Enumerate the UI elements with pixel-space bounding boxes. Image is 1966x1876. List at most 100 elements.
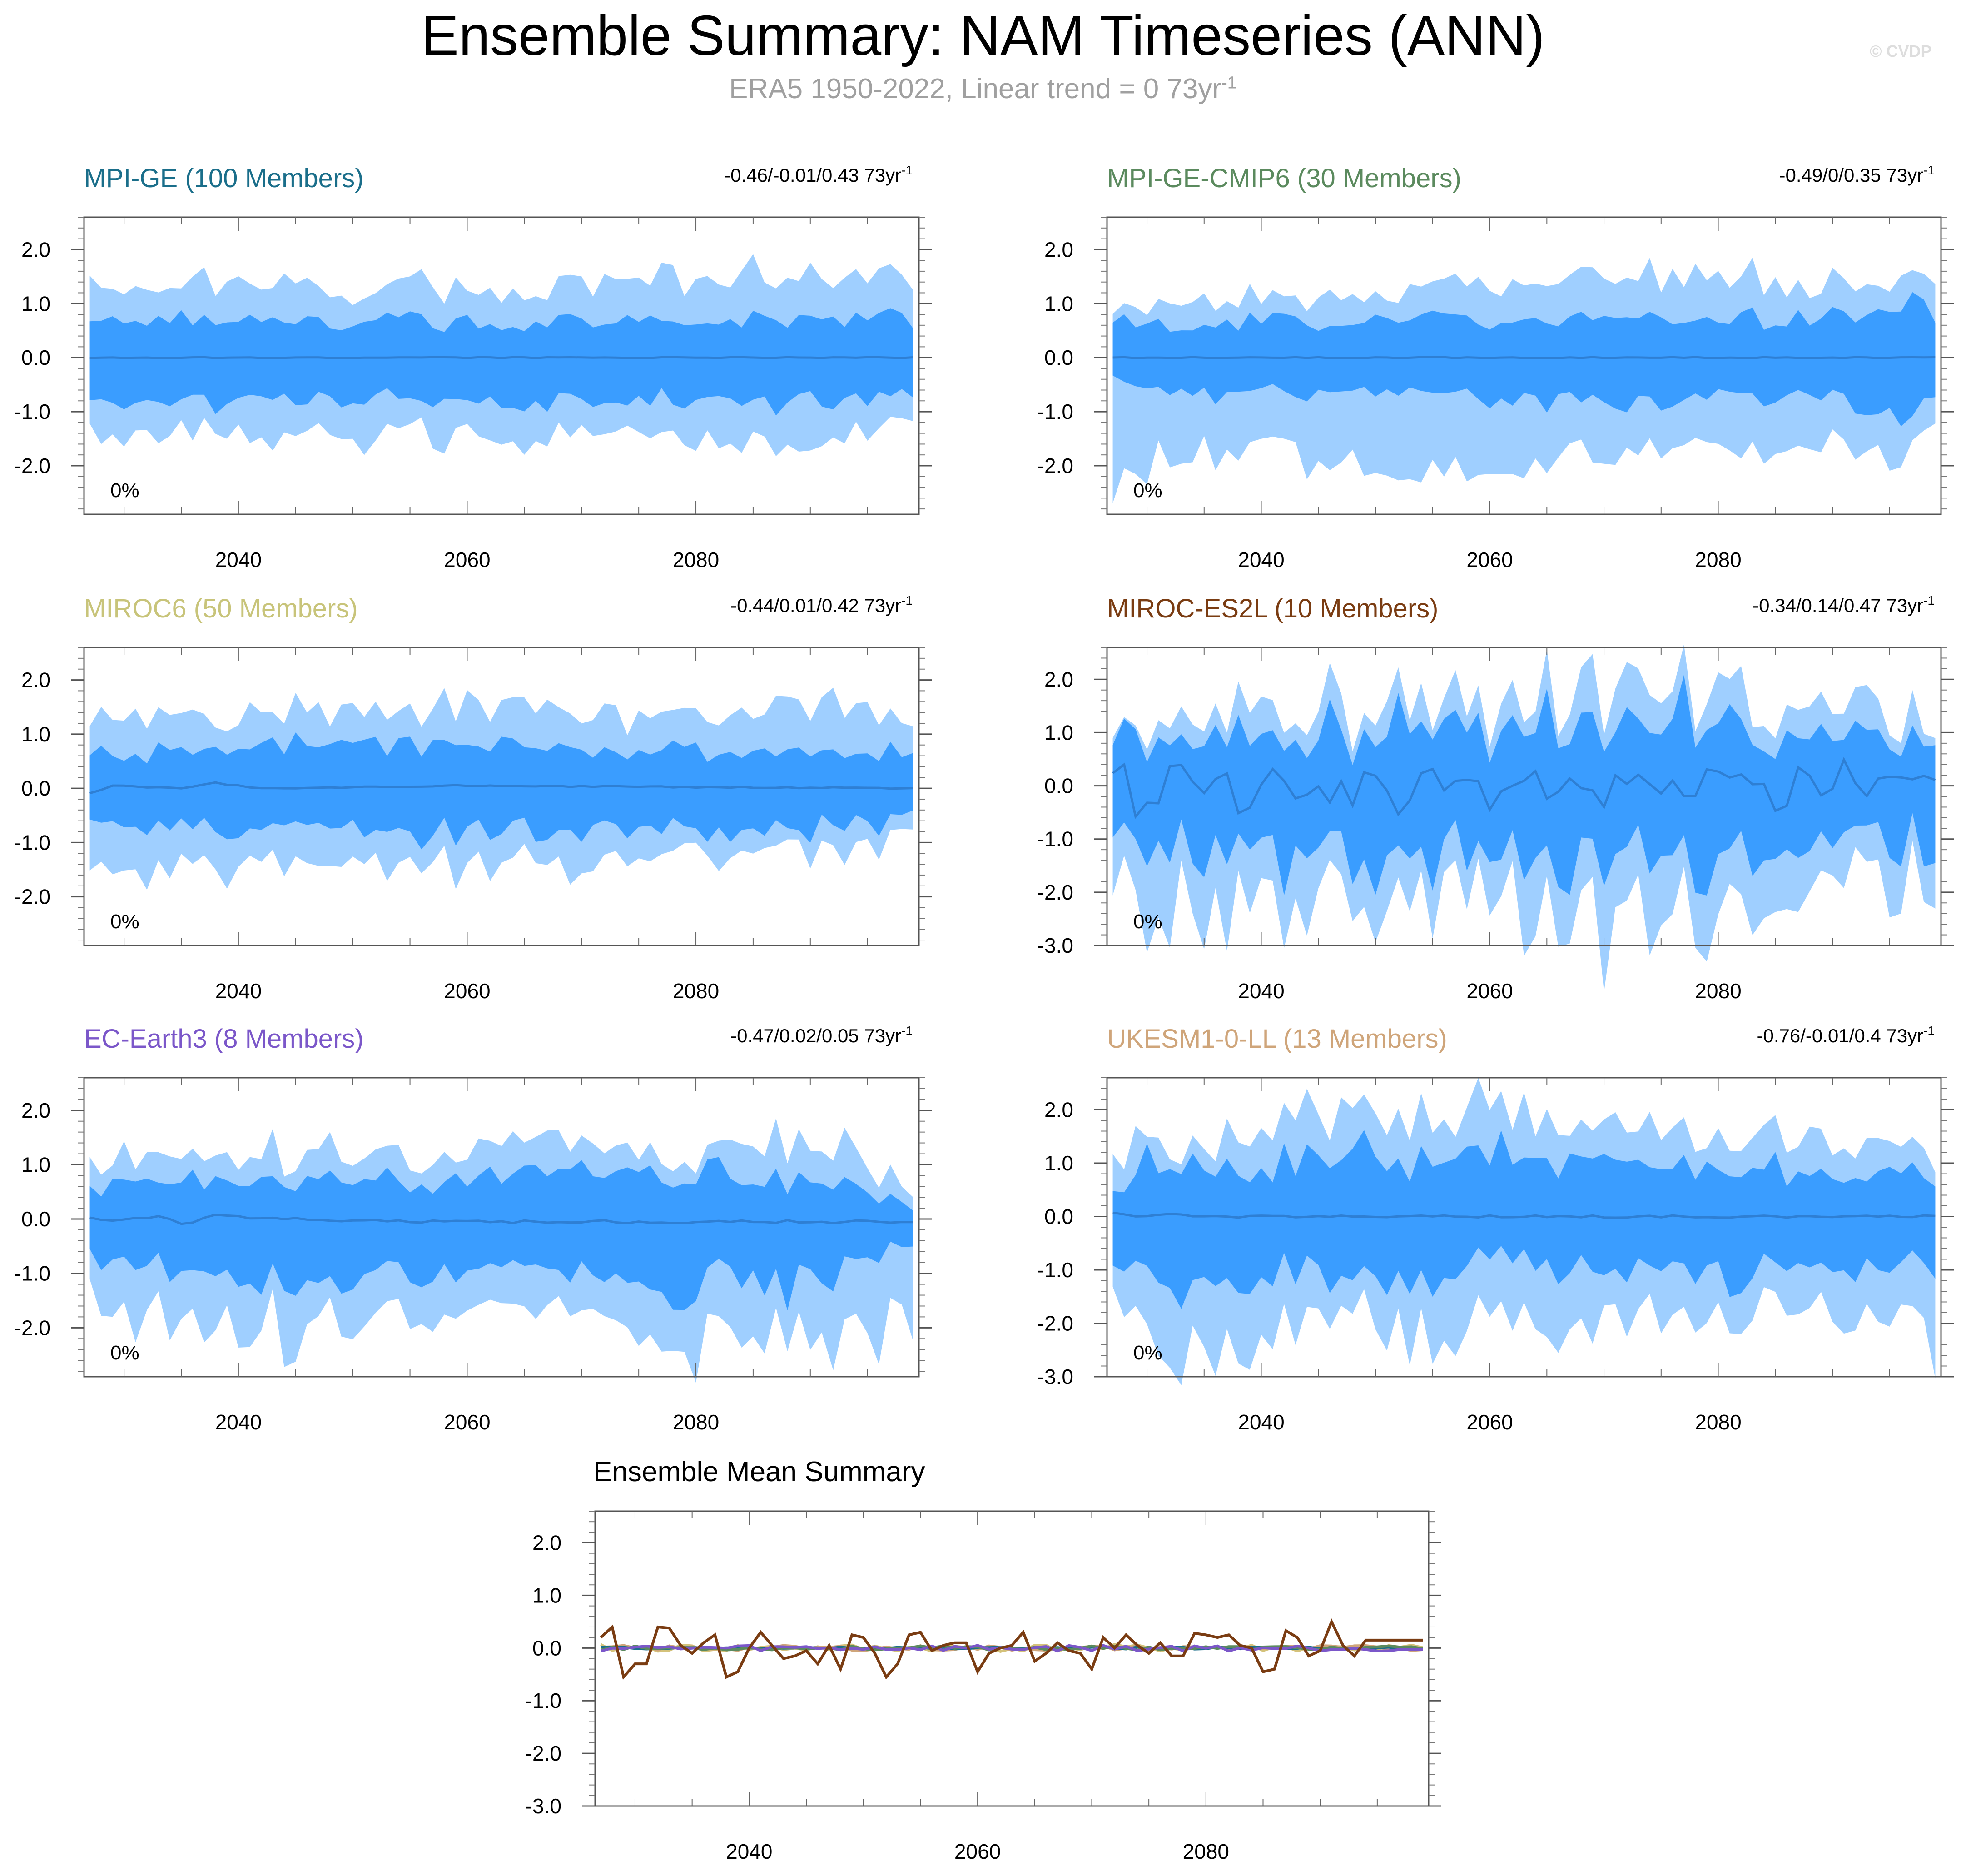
figure-subtitle: ERA5 1950-2022, Linear trend = 0 73yr-1 [0, 73, 1966, 105]
x-tick-label: 2040 [726, 1840, 772, 1863]
y-tick-label: 0.0 [21, 346, 50, 369]
panel-title-mpi-ge-cmip6: MPI-GE-CMIP6 (30 Members) [1107, 164, 1461, 193]
y-tick-label: 1.0 [1044, 721, 1073, 744]
y-tick-label: 2.0 [1044, 1098, 1073, 1122]
panel-pct-label: 0% [1133, 911, 1162, 933]
y-tick-label: 1.0 [21, 722, 50, 746]
mean-line-ec-earth3 [89, 1214, 913, 1225]
y-tick-label: 0.0 [1044, 1205, 1073, 1229]
y-tick-label: -2.0 [1038, 881, 1073, 904]
panel-ensemble-mean: Ensemble Mean Summary 2.0 1.0 0.0 -1.0 -2.0 -3… [526, 1456, 1441, 1863]
y-tick-label: -1.0 [15, 831, 50, 854]
panel-mpi-ge-cmip6: MPI-GE-CMIP6 (30 Members) -0.49/0/0.35 73… [1038, 163, 1954, 572]
y-tick-label: 0.0 [532, 1636, 561, 1660]
mean-line-mpi-ge [89, 356, 913, 359]
y-tick-label: -3.0 [1038, 1365, 1073, 1388]
subtitle-superscript: -1 [1221, 73, 1237, 93]
panel-pct-label: 0% [110, 1342, 139, 1364]
subtitle-text: ERA5 1950-2022, Linear trend = 0 73yr [729, 73, 1222, 104]
y-tick-label: -2.0 [15, 885, 50, 909]
plot-frame-miroc6 [83, 647, 920, 946]
panel-trend-text: -0.49/0/0.35 73yr [1779, 164, 1924, 186]
panel-title-ensemble-mean: Ensemble Mean Summary [593, 1456, 925, 1488]
panel-trend-ec-earth3: -0.47/0.02/0.05 73yr-1 [730, 1024, 913, 1046]
panel-ukesm1-0-ll: UKESM1-0-LL (13 Members) -0.76/-0.01/0.4 … [1038, 1024, 1954, 1434]
panel-trend-miroc6: -0.44/0.01/0.42 73yr-1 [730, 593, 913, 616]
y-tick-label: 2.0 [21, 238, 50, 261]
x-tick-label: 2060 [444, 1410, 490, 1434]
y-tick-label: 1.0 [1044, 292, 1073, 315]
x-tick-label: 2060 [444, 548, 490, 572]
panel-miroc-es2l: MIROC-ES2L (10 Members) -0.34/0.14/0.47 7… [1038, 593, 1954, 1003]
mean-line-miroc-es2l [1112, 756, 1936, 819]
y-tick-label: -1.0 [1038, 400, 1073, 423]
y-tick-label: -2.0 [526, 1742, 561, 1765]
panel-pct-label: 0% [110, 479, 139, 502]
x-tick-label: 2040 [1238, 548, 1284, 572]
panel-trend-superscript: -1 [1923, 1024, 1935, 1038]
y-tick-label: 1.0 [21, 292, 50, 315]
y-tick-label: -3.0 [526, 1794, 561, 1818]
x-tick-label: 2060 [1466, 1410, 1513, 1434]
x-tick-label: 2040 [215, 548, 262, 572]
credit-watermark: © CVDP [1870, 42, 1932, 60]
mean-line-ukesm1-0-ll [1112, 1211, 1936, 1219]
mean-line-mpi-ge-cmip6 [1112, 356, 1936, 359]
y-tick-label: -1.0 [15, 1262, 50, 1285]
panel-trend-text: -0.34/0.14/0.47 73yr [1753, 595, 1923, 616]
x-tick-label: 2080 [673, 1410, 719, 1434]
y-tick-label: -1.0 [526, 1689, 561, 1712]
y-tick-label: -1.0 [1038, 1258, 1073, 1282]
plot-frame-mpi-ge-cmip6 [1106, 216, 1942, 515]
y-tick-label: 1.0 [21, 1153, 50, 1176]
y-tick-label: 0.0 [1044, 774, 1073, 798]
y-tick-label: 2.0 [1044, 667, 1073, 691]
panel-trend-text: -0.47/0.02/0.05 73yr [730, 1025, 901, 1046]
panel-miroc6: MIROC6 (50 Members) -0.44/0.01/0.42 73yr-… [15, 593, 932, 1003]
panel-trend-superscript: -1 [901, 593, 913, 607]
x-tick-label: 2040 [215, 979, 262, 1003]
y-tick-label: 0.0 [1044, 346, 1073, 369]
panel-pct-label: 0% [1133, 1342, 1162, 1364]
plot-frame-mpi-ge [83, 216, 920, 515]
x-tick-label: 2080 [1695, 548, 1741, 572]
y-tick-label: -3.0 [1038, 934, 1073, 957]
y-tick-label: 0.0 [21, 776, 50, 800]
y-tick-label: -1.0 [1038, 827, 1073, 851]
y-tick-label: 1.0 [532, 1583, 561, 1607]
panel-title-miroc-es2l: MIROC-ES2L (10 Members) [1107, 594, 1438, 623]
y-tick-label: -2.0 [1038, 454, 1073, 478]
panel-trend-ukesm1-0-ll: -0.76/-0.01/0.4 73yr-1 [1757, 1024, 1935, 1046]
panel-trend-superscript: -1 [901, 163, 913, 177]
band-inner-miroc6 [89, 732, 913, 850]
x-tick-label: 2040 [1238, 1410, 1284, 1434]
panel-trend-miroc-es2l: -0.34/0.14/0.47 73yr-1 [1753, 593, 1935, 616]
series-line-miroc-es2l [600, 1618, 1423, 1680]
plot-frame-ec-earth3 [83, 1077, 920, 1378]
y-tick-label: 2.0 [21, 1099, 50, 1122]
y-tick-label: -2.0 [1038, 1312, 1073, 1335]
panel-trend-mpi-ge: -0.46/-0.01/0.43 73yr-1 [724, 163, 913, 186]
panel-ec-earth3: EC-Earth3 (8 Members) -0.47/0.02/0.05 73y… [15, 1024, 932, 1434]
band-inner-miroc-es2l [1112, 675, 1936, 896]
x-tick-label: 2060 [1466, 548, 1513, 572]
x-tick-label: 2040 [1238, 979, 1284, 1003]
panel-trend-superscript: -1 [1923, 163, 1935, 177]
band-inner-ukesm1-0-ll [1112, 1130, 1936, 1309]
panel-title-mpi-ge: MPI-GE (100 Members) [84, 164, 364, 193]
y-tick-label: 0.0 [21, 1207, 50, 1231]
panel-trend-superscript: -1 [901, 1024, 913, 1038]
panel-pct-label: 0% [1133, 479, 1162, 502]
x-tick-label: 2080 [673, 548, 719, 572]
panel-mpi-ge: MPI-GE (100 Members) -0.46/-0.01/0.43 73y… [15, 163, 932, 572]
y-tick-label: 2.0 [532, 1531, 561, 1555]
mean-line-miroc6 [89, 781, 913, 795]
y-tick-label: 1.0 [1044, 1151, 1073, 1175]
x-tick-label: 2060 [444, 979, 490, 1003]
panel-trend-text: -0.44/0.01/0.42 73yr [730, 595, 901, 616]
x-tick-label: 2060 [954, 1840, 1001, 1863]
panel-trend-superscript: -1 [1923, 593, 1935, 607]
x-tick-label: 2080 [1695, 979, 1741, 1003]
x-tick-label: 2080 [1695, 1410, 1741, 1434]
